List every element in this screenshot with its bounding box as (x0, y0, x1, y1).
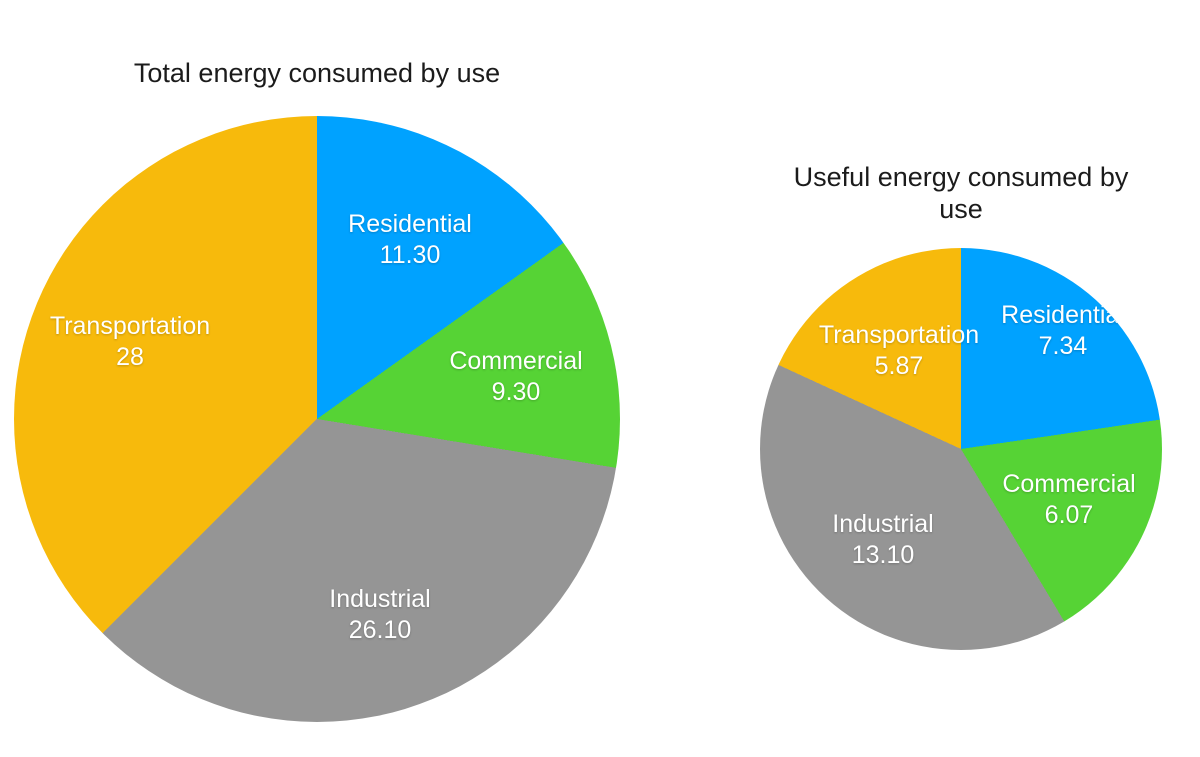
chart-title-total: Total energy consumed by use (133, 58, 501, 88)
slice-label-transportation: Transportation 5.87 (819, 320, 979, 382)
slice-value: 11.30 (379, 241, 441, 269)
slice-value: 7.34 (1038, 332, 1088, 360)
slice-value: 13.10 (851, 541, 915, 569)
slice-value: 5.87 (874, 352, 924, 380)
slice-value: 6.07 (1044, 501, 1094, 529)
slice-value: 28 (116, 343, 144, 371)
slice-name: Residential (1001, 301, 1125, 329)
chart-title-useful: Useful energy consumed by use (793, 162, 1129, 224)
slice-label-industrial: Industrial 13.10 (832, 509, 933, 571)
slice-label-residential: Residential 7.34 (1001, 300, 1125, 362)
slice-name: Residential (348, 210, 472, 238)
slice-label-commercial: Commercial 9.30 (449, 346, 582, 408)
slice-label-commercial: Commercial 6.07 (1002, 469, 1135, 531)
slice-name: Industrial (832, 510, 934, 538)
pie-total-energy: Residential 11.30 Commercial 9.30 Indust… (14, 116, 620, 722)
slice-label-residential: Residential 11.30 (348, 209, 472, 271)
slice-label-industrial: Industrial 26.10 (329, 584, 430, 646)
slice-name: Transportation (818, 321, 980, 349)
slice-name: Commercial (1002, 470, 1136, 498)
slice-name: Industrial (329, 585, 431, 613)
slice-value: 9.30 (491, 378, 541, 406)
pie-useful-energy: Residential 7.34 Commercial 6.07 Industr… (760, 248, 1162, 650)
slice-name: Transportation (49, 312, 211, 340)
slice-value: 26.10 (348, 616, 412, 644)
slice-label-transportation: Transportation 28 (50, 311, 210, 373)
slice-name: Commercial (449, 347, 583, 375)
